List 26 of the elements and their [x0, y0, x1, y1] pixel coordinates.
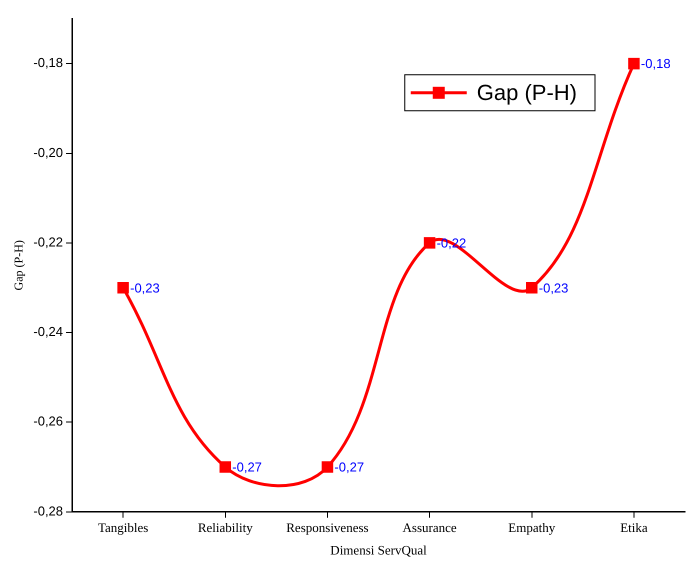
x-tick-label: Tangibles	[98, 520, 148, 536]
data-label: -0,23	[130, 280, 160, 296]
legend-label: Gap (P-H)	[476, 80, 578, 105]
x-tick-label: Responsiveness	[286, 520, 369, 536]
point	[322, 461, 334, 473]
x-tick-label: Assurance	[402, 520, 457, 536]
y-tick-label: -0,20	[33, 144, 64, 160]
point	[628, 58, 640, 70]
data-label: -0,23	[538, 280, 568, 296]
data-label: -0,27	[334, 460, 364, 475]
point	[526, 282, 538, 294]
y-tick-label: -0,28	[33, 503, 64, 518]
x-tick-label: Reliability	[198, 520, 254, 536]
data-label: -0,27	[232, 460, 262, 475]
y-tick-label: -0,26	[33, 414, 64, 429]
data-label: -0,18	[640, 56, 671, 72]
point	[424, 237, 436, 249]
y-tick-label: -0,18	[33, 55, 64, 70]
point	[117, 282, 129, 294]
y-tick-label: -0,22	[33, 234, 64, 250]
point	[220, 461, 232, 473]
y-axis-title: Gap (P-H)	[11, 240, 26, 290]
y-tick-label: -0,24	[33, 324, 64, 340]
x-axis-title: Dimensi ServQual	[330, 542, 428, 558]
x-tick-label: Empathy	[508, 520, 556, 536]
x-tick-label: Etika	[620, 520, 648, 536]
